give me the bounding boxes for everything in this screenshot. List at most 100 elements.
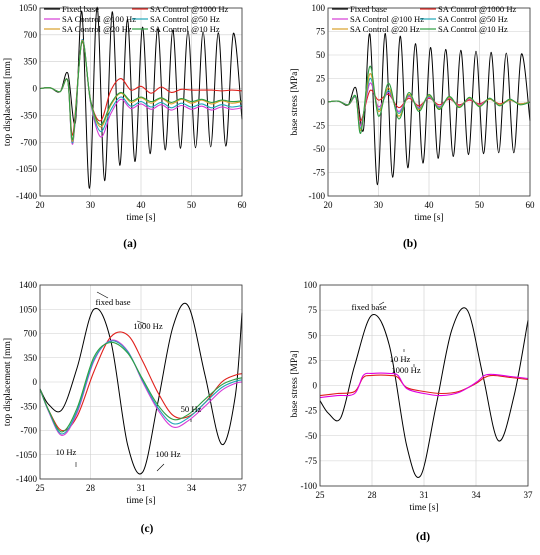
- y-tick-label: 100: [304, 280, 318, 290]
- y-axis-label: top displacement [mm]: [3, 338, 13, 426]
- annotation-label: fixed base: [351, 302, 386, 312]
- plot-frame: [39, 284, 243, 480]
- legend-entry: SA Control @100 Hz: [62, 14, 136, 24]
- y-tick-label: 50: [308, 330, 318, 340]
- legend-entry: SA Control @1000 Hz: [438, 4, 517, 14]
- annotation-label: 1000 Hz: [133, 321, 163, 331]
- y-tick-label: 25: [308, 355, 318, 365]
- series-line-50-hz: [39, 340, 243, 435]
- panel-label: (d): [416, 531, 430, 543]
- series-line-sa-control-10-hz: [39, 41, 243, 140]
- x-tick-label: 50: [475, 200, 485, 210]
- x-tick-label: 34: [187, 483, 197, 493]
- y-tick-label: -25: [305, 406, 317, 416]
- y-axis-label: base stress [MPa]: [290, 68, 300, 135]
- y-tick-label: -75: [313, 168, 325, 178]
- plot-frame: [319, 284, 529, 487]
- series-line-fixed-base: [327, 32, 531, 186]
- y-tick-label: 0: [313, 381, 318, 391]
- y-tick-label: 1400: [19, 280, 38, 290]
- y-tick-label: -1400: [16, 474, 37, 484]
- y-tick-label: 700: [24, 30, 38, 40]
- annotation-leader: [378, 301, 385, 306]
- x-tick-label: 37: [524, 490, 534, 500]
- y-tick-label: -1400: [16, 191, 37, 201]
- legend-entry: SA Control @10 Hz: [150, 24, 220, 34]
- series-line-100-hz: [39, 339, 243, 436]
- series-line-fixed-base: [319, 307, 529, 478]
- y-tick-label: 75: [316, 27, 326, 37]
- x-tick-label: 30: [374, 200, 384, 210]
- y-tick-label: -1050: [16, 164, 37, 174]
- y-axis-label: base stress [MPa]: [290, 350, 300, 417]
- legend-entry: Fixed base: [62, 4, 99, 14]
- y-tick-label: -700: [21, 137, 38, 147]
- y-tick-label: -50: [313, 144, 325, 154]
- annotation-label: 10 Hz: [390, 354, 411, 364]
- x-tick-label: 37: [238, 483, 248, 493]
- annotation-leader: [96, 291, 109, 299]
- y-tick-label: -100: [301, 481, 318, 491]
- annotation-label: 1000 Hz: [391, 365, 421, 375]
- y-tick-label: -350: [21, 401, 38, 411]
- panel-label: (a): [123, 238, 137, 250]
- legend-entry: SA Control @50 Hz: [150, 14, 220, 24]
- y-tick-label: 25: [316, 74, 326, 84]
- y-tick-label: 1050: [19, 3, 38, 13]
- legend-entry: SA Control @10 Hz: [438, 24, 508, 34]
- y-tick-label: 0: [33, 377, 38, 387]
- panel-b: 20 30 40 50 60 -100 -75 -50 -25 0 25 50 75 100 time [s…: [290, 3, 535, 250]
- x-tick-label: 50: [187, 200, 197, 210]
- legend-entry: SA Control @20 Hz: [62, 24, 132, 34]
- x-axis-label: time [s]: [414, 213, 443, 223]
- y-tick-label: 350: [24, 353, 38, 363]
- series-line-10-hz: [319, 372, 529, 399]
- y-tick-label: -350: [21, 110, 38, 120]
- x-tick-label: 28: [86, 483, 96, 493]
- y-tick-label: -100: [309, 191, 326, 201]
- y-tick-label: -700: [21, 426, 38, 436]
- x-tick-label: 28: [368, 490, 378, 500]
- plot-frame: [39, 7, 243, 197]
- x-tick-label: 20: [36, 200, 46, 210]
- x-tick-label: 40: [425, 200, 435, 210]
- panel-label: (c): [141, 523, 154, 535]
- panel-a: 20 30 40 50 60 -1400 -1050 -700 -350 0 350 700 1050 t…: [3, 3, 247, 250]
- annotation-leader: [136, 320, 147, 325]
- series-line-10-hz: [39, 341, 243, 433]
- annotation-label: 50 Hz: [181, 404, 202, 414]
- annotation-label: 100 Hz: [155, 449, 180, 459]
- y-tick-label: 75: [308, 305, 318, 315]
- y-tick-label: 0: [33, 84, 38, 94]
- x-tick-label: 40: [137, 200, 147, 210]
- y-tick-label: 350: [24, 57, 38, 67]
- y-tick-label: 50: [316, 50, 326, 60]
- y-tick-label: 1050: [19, 304, 38, 314]
- panel-c: 25 28 31 34 37 -1400 -1050 -700 -350 0 350 700 1050 1…: [3, 280, 247, 535]
- series-line-fixed-base: [39, 6, 243, 189]
- x-axis-label: time [s]: [126, 496, 155, 506]
- x-tick-label: 30: [86, 200, 96, 210]
- x-tick-label: 34: [472, 490, 482, 500]
- x-tick-label: 25: [36, 483, 46, 493]
- x-axis-label: time [s]: [409, 503, 438, 513]
- y-tick-label: -50: [305, 431, 317, 441]
- y-tick-label: -75: [305, 456, 317, 466]
- legend-entry: SA Control @100 Hz: [350, 14, 424, 24]
- x-tick-label: 31: [137, 483, 146, 493]
- x-tick-label: 25: [316, 490, 326, 500]
- panel-d: 25 28 31 34 37 -100 -75 -50 -25 0 25 50 75 100 time [s…: [290, 280, 533, 543]
- legend-entry: SA Control @20 Hz: [350, 24, 420, 34]
- annotation-label: fixed base: [95, 297, 130, 307]
- legend-entry: SA Control @50 Hz: [438, 14, 508, 24]
- panel-label: (b): [403, 238, 417, 250]
- series-line-sa-control-10-hz: [327, 65, 531, 134]
- y-axis-label: top displacement [mm]: [3, 58, 13, 146]
- legend-entry: Fixed base: [350, 4, 387, 14]
- x-tick-label: 31: [420, 490, 429, 500]
- x-tick-label: 60: [526, 200, 536, 210]
- y-tick-label: 700: [24, 329, 38, 339]
- x-tick-label: 60: [238, 200, 248, 210]
- y-tick-label: -1050: [16, 450, 37, 460]
